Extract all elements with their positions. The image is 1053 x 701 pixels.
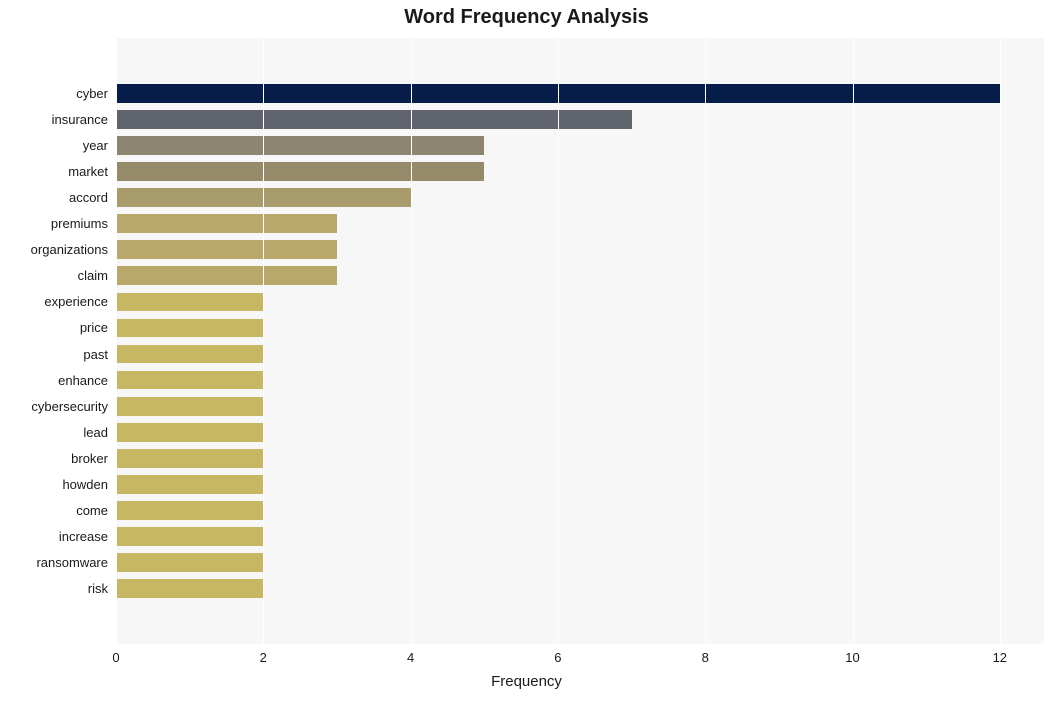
bar-row [116,214,1044,233]
bar [116,475,263,494]
x-tick-label: 0 [112,650,119,665]
bar-row [116,371,1044,390]
y-tick-label: lead [0,425,108,440]
bar [116,293,263,312]
bar [116,110,632,129]
bar-row [116,319,1044,338]
x-tick-label: 8 [702,650,709,665]
bar [116,240,337,259]
bars-group [116,38,1044,644]
y-tick-label: premiums [0,216,108,231]
gridline [853,38,854,644]
gridline [411,38,412,644]
y-tick-label: risk [0,581,108,596]
bar-row [116,475,1044,494]
y-tick-label: cyber [0,86,108,101]
y-tick-label: come [0,503,108,518]
bar [116,136,484,155]
y-tick-label: experience [0,294,108,309]
y-tick-label: market [0,164,108,179]
x-axis-label: Frequency [0,673,1053,690]
chart-title: Word Frequency Analysis [0,6,1053,29]
plot-area [116,38,1044,644]
bar-row [116,293,1044,312]
bar-row [116,266,1044,285]
bar-row [116,553,1044,572]
bar-row [116,84,1044,103]
bar-row [116,136,1044,155]
y-tick-label: howden [0,477,108,492]
x-tick-label: 12 [993,650,1007,665]
y-tick-label: price [0,320,108,335]
bar-row [116,162,1044,181]
bar [116,266,337,285]
bar [116,527,263,546]
bar-row [116,501,1044,520]
y-tick-label: increase [0,529,108,544]
bar [116,371,263,390]
bar [116,501,263,520]
bar-row [116,345,1044,364]
y-tick-label: enhance [0,373,108,388]
y-tick-label: insurance [0,112,108,127]
chart-container: Word Frequency Analysis Frequency cyber i… [0,0,1053,701]
y-tick-label: ransomware [0,555,108,570]
x-tick-label: 4 [407,650,414,665]
bar [116,553,263,572]
bar [116,319,263,338]
x-tick-label: 2 [260,650,267,665]
gridline [1000,38,1001,644]
bar-row [116,110,1044,129]
y-tick-label: year [0,138,108,153]
gridline [558,38,559,644]
bar-row [116,240,1044,259]
gridline [705,38,706,644]
bar-row [116,449,1044,468]
bar [116,397,263,416]
y-tick-label: accord [0,190,108,205]
y-tick-label: past [0,347,108,362]
bar-row [116,397,1044,416]
bar [116,579,263,598]
bar [116,423,263,442]
bar-row [116,423,1044,442]
gridline [116,38,117,644]
y-tick-label: organizations [0,242,108,257]
bar [116,345,263,364]
bar-row [116,579,1044,598]
bar [116,214,337,233]
bar [116,449,263,468]
y-tick-label: cybersecurity [0,399,108,414]
x-tick-label: 10 [845,650,859,665]
bar-row [116,527,1044,546]
y-tick-label: claim [0,268,108,283]
y-tick-label: broker [0,451,108,466]
bar-row [116,188,1044,207]
gridline [263,38,264,644]
x-tick-label: 6 [554,650,561,665]
bar [116,162,484,181]
